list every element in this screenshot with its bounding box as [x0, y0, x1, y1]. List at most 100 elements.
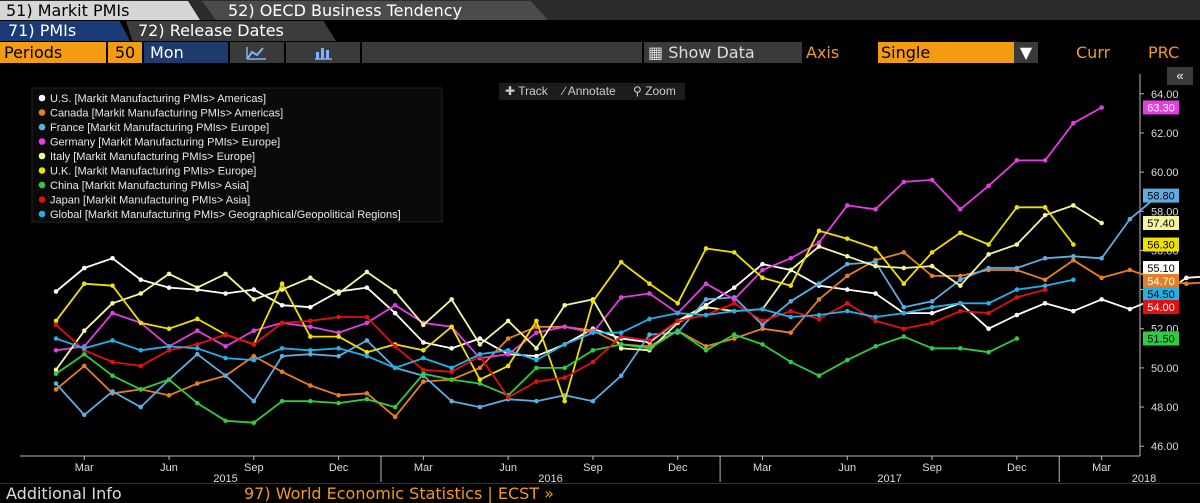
- data-point-china: [477, 381, 483, 386]
- top-tab-strip: 51) Markit PMIs 52) OECD Business Tenden…: [0, 0, 1200, 20]
- data-point-france: [873, 259, 878, 265]
- data-point-japan: [788, 308, 794, 314]
- data-point-global: [81, 346, 87, 351]
- data-point-france: [929, 299, 935, 304]
- data-point-italy: [1099, 220, 1104, 226]
- data-point-germany: [562, 324, 567, 330]
- data-point-france: [195, 351, 200, 357]
- data-point-italy: [110, 300, 115, 306]
- data-point-japan: [1042, 287, 1048, 292]
- data-point-us: [1014, 312, 1020, 318]
- data-point-global: [760, 306, 765, 312]
- chevron-down-icon[interactable]: ▼: [1014, 42, 1038, 63]
- y-tick-label: 50.00: [1151, 363, 1179, 375]
- series-line-japan: [55, 288, 1046, 399]
- legend-swatch: [38, 109, 46, 116]
- data-point-global: [647, 316, 652, 322]
- footer-bar: Additional Info 97) World Economic Stati…: [0, 483, 1200, 503]
- zoom-button[interactable]: ⚲ Zoom: [633, 83, 676, 100]
- currency-label[interactable]: Curr: [1076, 43, 1111, 62]
- legend-entry: Italy [Markit Manufacturing PMIs> Europe…: [50, 151, 255, 163]
- data-point-italy: [336, 291, 341, 296]
- data-point-uk: [1014, 205, 1020, 210]
- collapse-panel-button[interactable]: «: [1167, 67, 1193, 85]
- tab-oecd-business-tendency[interactable]: 52) OECD Business Tendency: [202, 1, 548, 20]
- line-chart-button[interactable]: [230, 42, 284, 63]
- data-point-uk: [901, 281, 907, 287]
- last-value-label: 56.30: [1147, 240, 1175, 252]
- data-point-japan: [873, 318, 878, 324]
- track-button[interactable]: ✚ Track: [505, 83, 548, 100]
- x-tick-label: Jun: [160, 462, 178, 474]
- additional-info-label[interactable]: Additional Info: [6, 484, 122, 503]
- x-tick-label: Jun: [499, 462, 517, 474]
- data-point-japan: [279, 320, 285, 326]
- periods-input[interactable]: 50: [108, 42, 142, 63]
- world-economic-statistics-link[interactable]: 97) World Economic Statistics | ECST »: [244, 484, 554, 503]
- data-point-us: [477, 336, 483, 341]
- data-point-uk: [505, 363, 511, 369]
- x-year-label: 2018: [1132, 473, 1156, 482]
- frequency-select[interactable]: Mon: [144, 42, 228, 63]
- data-point-france: [223, 373, 228, 379]
- last-value-badge: [1143, 331, 1179, 346]
- x-tick-label: Mar: [414, 462, 433, 474]
- data-point-canada: [844, 273, 850, 279]
- legend-swatch: [38, 210, 46, 218]
- last-value-label: 54.70: [1147, 276, 1175, 288]
- data-point-china: [844, 357, 850, 363]
- x-year-label: 2017: [877, 473, 901, 482]
- data-point-japan: [901, 326, 907, 332]
- data-point-china: [703, 347, 709, 353]
- y-tick-label: 46.00: [1151, 441, 1179, 453]
- x-tick-label: Mar: [75, 462, 94, 474]
- subtab-release-dates[interactable]: 72) Release Dates: [126, 21, 336, 41]
- chart-tools: ✚ Track ∕ Annotate ⚲ Zoom: [499, 83, 685, 100]
- data-point-japan: [195, 342, 200, 347]
- data-point-canada: [731, 336, 737, 341]
- price-label[interactable]: PRC: [1148, 43, 1180, 62]
- data-point-us: [166, 285, 172, 290]
- data-point-japan: [53, 322, 59, 328]
- data-point-canada: [1127, 267, 1133, 273]
- axis-select[interactable]: Single: [878, 42, 1014, 63]
- legend-swatch: [38, 152, 46, 160]
- data-point-uk: [534, 318, 539, 324]
- data-point-italy: [251, 297, 257, 302]
- sub-tab-strip: 71) PMIs 72) Release Dates: [0, 21, 1200, 41]
- data-point-uk: [929, 250, 935, 255]
- data-point-germany: [731, 297, 737, 302]
- data-point-us: [449, 346, 454, 351]
- data-point-us: [251, 287, 257, 292]
- data-point-japan: [223, 332, 228, 337]
- subtab-pmis[interactable]: 71) PMIs: [0, 21, 130, 41]
- data-point-germany: [505, 351, 511, 357]
- x-tick-label: Jun: [838, 462, 856, 474]
- data-point-italy: [929, 263, 935, 269]
- data-point-global: [110, 338, 115, 343]
- data-point-us: [986, 326, 991, 332]
- data-point-japan: [308, 318, 313, 324]
- data-point-canada: [251, 353, 257, 359]
- data-point-italy: [166, 271, 172, 277]
- data-point-canada: [1071, 257, 1076, 263]
- data-point-germany: [336, 330, 341, 335]
- x-tick-label: Dec: [1007, 462, 1027, 474]
- data-point-global: [505, 347, 511, 353]
- series-line-global: [55, 278, 1074, 369]
- show-data-button[interactable]: ▦ Show Data: [644, 42, 802, 63]
- data-point-germany: [929, 177, 935, 183]
- data-point-japan: [986, 310, 991, 316]
- tab-markit-pmis[interactable]: 51) Markit PMIs: [0, 1, 200, 20]
- data-point-global: [195, 346, 200, 351]
- data-point-italy: [138, 291, 144, 296]
- data-point-italy: [1071, 203, 1076, 208]
- data-point-germany: [53, 347, 59, 353]
- data-point-global: [449, 365, 454, 371]
- periods-label: Periods: [0, 42, 106, 63]
- data-point-japan: [844, 300, 850, 306]
- annotate-button[interactable]: ∕ Annotate: [563, 83, 616, 100]
- data-point-germany: [223, 344, 228, 349]
- bar-chart-button[interactable]: [286, 42, 360, 63]
- annotate-label: Annotate: [567, 84, 616, 98]
